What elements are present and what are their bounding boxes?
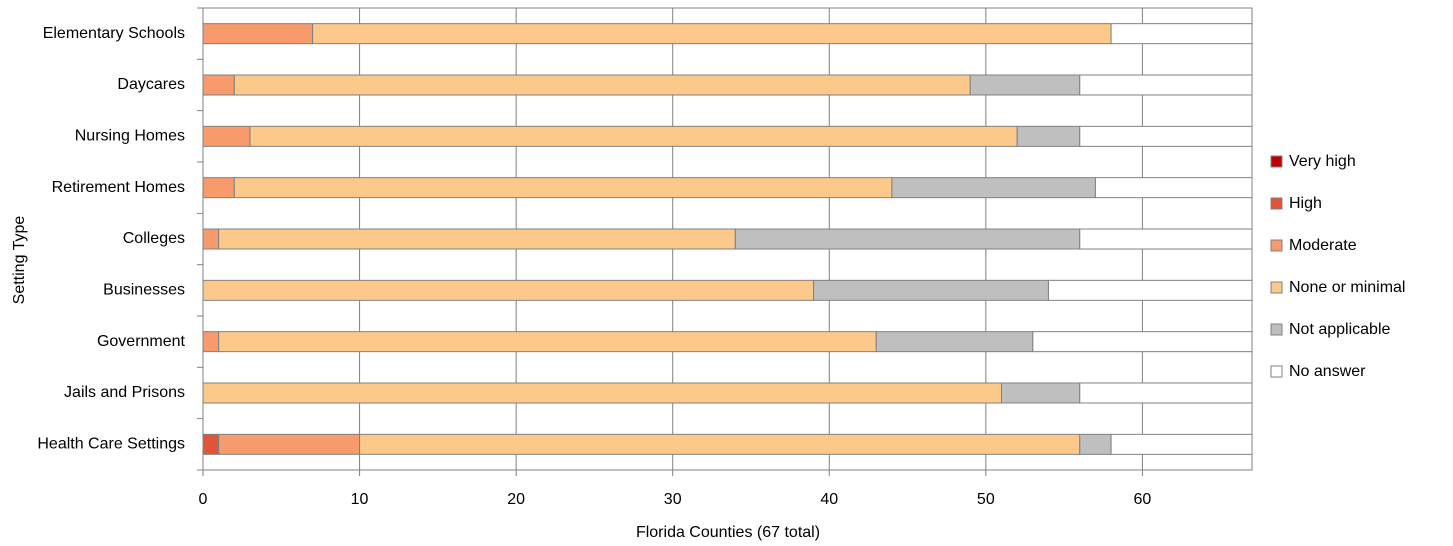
legend-swatch xyxy=(1270,197,1283,210)
bar-segment xyxy=(202,382,1002,404)
bar-segment xyxy=(202,433,220,455)
y-tick-label: Retirement Homes xyxy=(52,179,185,196)
bar-segment xyxy=(1094,177,1253,199)
x-tick-label: 0 xyxy=(199,491,208,508)
legend-swatch xyxy=(1270,239,1283,252)
y-tick-label: Government xyxy=(97,333,186,350)
x-tick-label: 50 xyxy=(977,491,995,508)
legend-swatch xyxy=(1270,365,1283,378)
bar-segment xyxy=(249,125,1018,147)
legend-label: No answer xyxy=(1289,363,1366,380)
x-tick-label: 10 xyxy=(351,491,369,508)
bar-segment xyxy=(1079,382,1253,404)
bar-segment xyxy=(218,331,877,353)
x-axis-title: Florida Counties (67 total) xyxy=(636,524,820,541)
x-tick-label: 60 xyxy=(1134,491,1152,508)
legend-label: None or minimal xyxy=(1289,279,1405,296)
y-tick-label: Businesses xyxy=(103,282,185,299)
bar-segment xyxy=(734,228,1081,250)
bar-segment xyxy=(1016,125,1081,147)
bar-segment xyxy=(1079,433,1112,455)
bar-segment xyxy=(202,228,220,250)
legend-label: High xyxy=(1289,195,1322,212)
bar-segment xyxy=(1000,382,1081,404)
bar-segment xyxy=(1032,331,1253,353)
bar-segment xyxy=(1110,23,1253,45)
x-tick-label: 30 xyxy=(664,491,682,508)
y-tick-label: Colleges xyxy=(123,230,185,247)
y-tick-label: Elementary Schools xyxy=(43,25,185,42)
bar-segment xyxy=(1079,125,1253,147)
legend-label: Not applicable xyxy=(1289,321,1391,338)
bar-segment xyxy=(233,177,893,199)
legend-swatch xyxy=(1270,281,1283,294)
y-axis-title: Setting Type xyxy=(11,216,28,305)
bar-segment xyxy=(359,433,1081,455)
bar-segment xyxy=(202,125,251,147)
bar-segment xyxy=(1079,74,1253,96)
bar-segment xyxy=(202,279,815,301)
bar-segment xyxy=(891,177,1096,199)
bar-segment xyxy=(312,23,1112,45)
bar-segment xyxy=(218,228,736,250)
bar-segment xyxy=(202,23,314,45)
y-tick-label: Nursing Homes xyxy=(75,128,185,145)
legend-label: Very high xyxy=(1289,153,1356,170)
x-tick-label: 20 xyxy=(507,491,525,508)
y-tick-label: Jails and Prisons xyxy=(64,384,185,401)
bar-segment xyxy=(969,74,1081,96)
bar-segment xyxy=(202,177,235,199)
legend-swatch xyxy=(1270,155,1283,168)
x-tick-label: 40 xyxy=(820,491,838,508)
legend-label: Moderate xyxy=(1289,237,1357,254)
bar-segment xyxy=(813,279,1049,301)
bar-segment xyxy=(233,74,971,96)
bar-segment xyxy=(875,331,1034,353)
bar-segment xyxy=(1047,279,1253,301)
bar-segment xyxy=(202,74,235,96)
legend-swatch xyxy=(1270,323,1283,336)
bar-segment xyxy=(1110,433,1253,455)
bar-segment xyxy=(1079,228,1253,250)
bar-segment xyxy=(218,433,361,455)
y-tick-label: Daycares xyxy=(117,76,185,93)
y-tick-label: Health Care Settings xyxy=(37,436,185,453)
bar-segment xyxy=(202,331,220,353)
